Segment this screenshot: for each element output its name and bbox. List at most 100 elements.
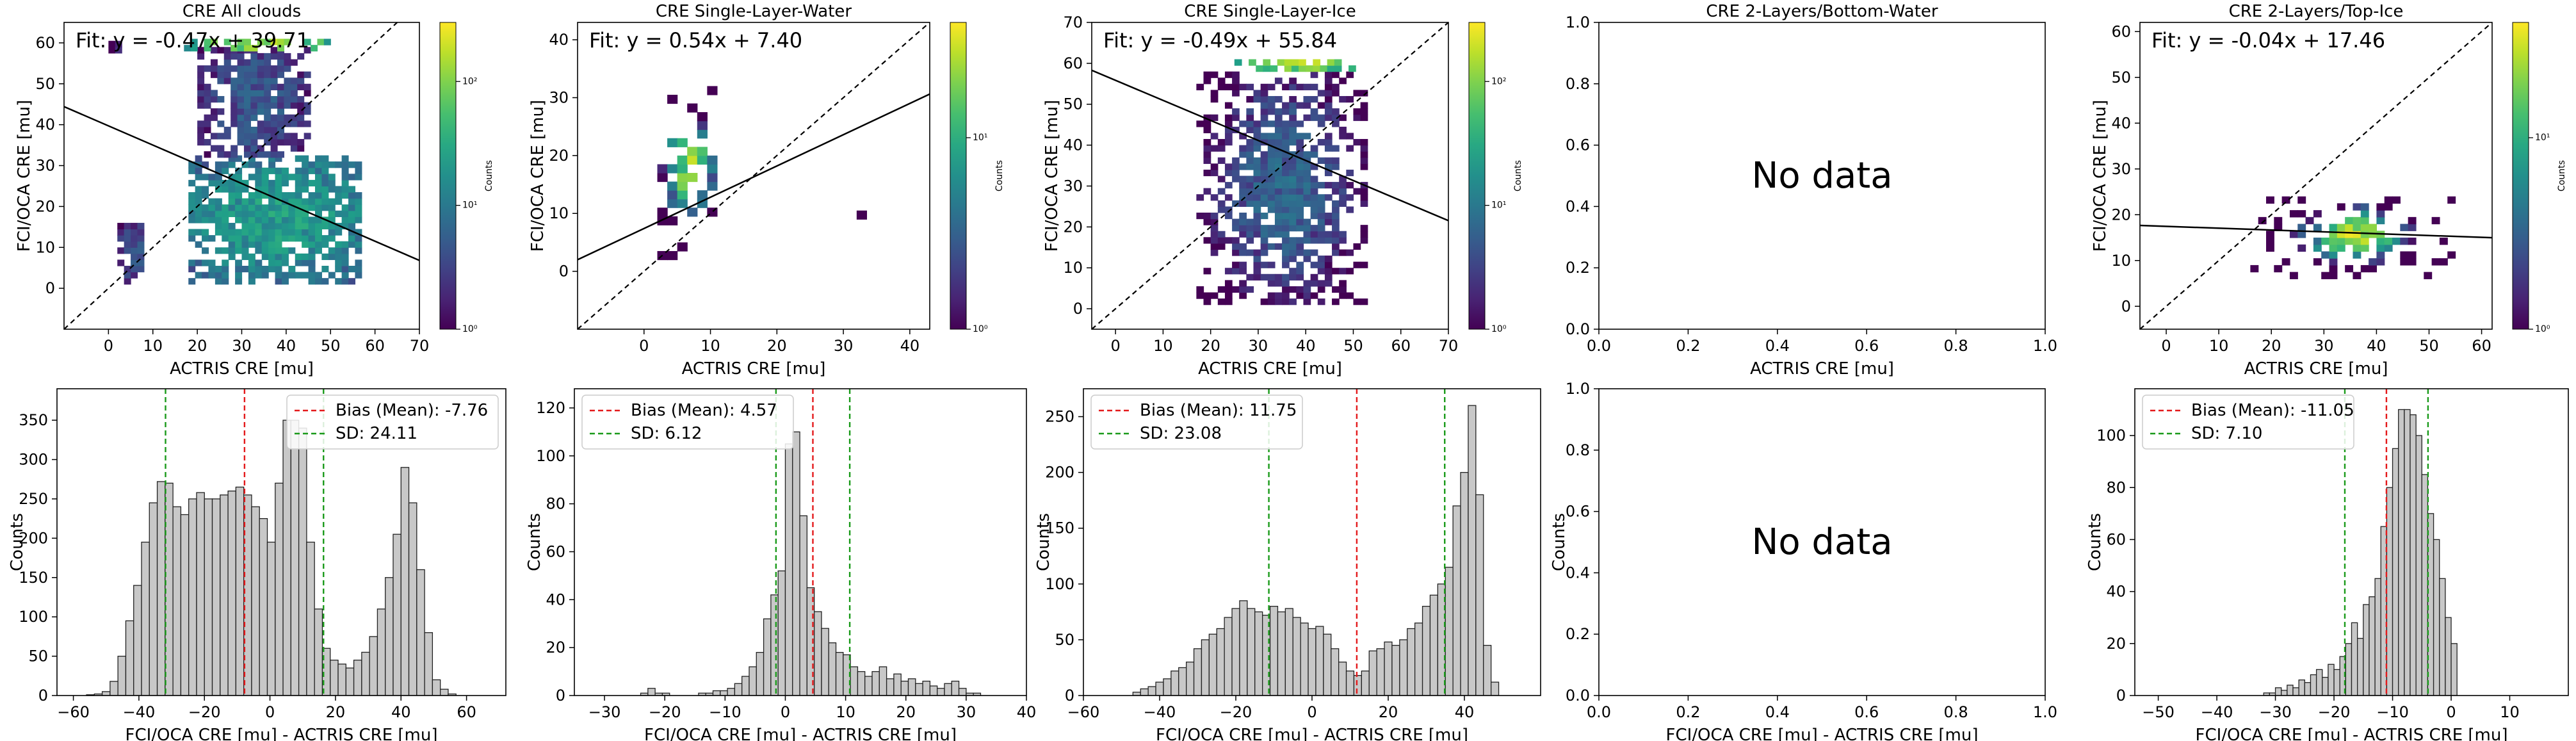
heatmap-cell	[190, 38, 198, 45]
heatmap-cell	[290, 139, 298, 146]
heatmap-cell	[197, 102, 205, 109]
heatmap-cell	[215, 266, 222, 273]
colorbar	[950, 22, 967, 330]
chart-title: CRE Single-Layer-Water	[656, 2, 852, 21]
x-tick-label: 40	[1017, 703, 1037, 721]
heatmap-cell	[281, 272, 289, 279]
heatmap-cell	[1239, 194, 1247, 201]
heatmap-cell	[1303, 256, 1311, 263]
heatmap-cell	[1324, 256, 1333, 263]
x-tick-label: −40	[123, 703, 156, 721]
heatmap-cell	[264, 95, 271, 103]
histogram-bar	[2356, 638, 2364, 696]
histogram-bar	[734, 683, 743, 696]
heatmap-cell	[2439, 238, 2448, 245]
heatmap-cell	[255, 272, 263, 279]
heatmap-cell	[1232, 268, 1240, 275]
heatmap-cell	[1339, 95, 1347, 103]
histogram-bar	[1140, 688, 1149, 696]
histogram-bar	[763, 618, 772, 696]
heatmap-cell	[1282, 273, 1290, 281]
heatmap-cell	[323, 38, 331, 45]
heatmap-cell	[277, 38, 285, 45]
y-tick-label: 0.0	[1566, 320, 1590, 338]
heatmap-cell	[355, 266, 362, 273]
heatmap-cell	[1260, 114, 1268, 121]
heatmap-cell	[281, 222, 289, 230]
heatmap-cell	[1260, 182, 1268, 189]
heatmap-cell	[1332, 83, 1340, 90]
histogram-bar	[727, 688, 736, 696]
histogram-bar	[2445, 617, 2452, 696]
heatmap-cell	[1260, 188, 1268, 195]
y-tick-label: 30	[549, 88, 569, 106]
heatmap-cell	[1282, 212, 1290, 220]
heatmap-cell	[131, 229, 138, 236]
heatmap-cell	[348, 229, 356, 236]
heatmap-cell	[255, 161, 263, 168]
heatmap-cell	[1327, 59, 1335, 66]
heatmap-cell	[355, 259, 362, 266]
heatmap-cell	[115, 47, 122, 54]
heatmap-cell	[667, 216, 678, 225]
heatmap-cell	[288, 235, 296, 242]
x-axis-label: FCI/OCA CRE [mu] - ACTRIS CRE [mu]	[2196, 726, 2508, 741]
plot-area	[64, 22, 419, 329]
heatmap-cell	[250, 83, 258, 90]
heatmap-cell	[314, 167, 322, 174]
heatmap-cell	[1253, 139, 1261, 146]
heatmap-cell	[1353, 114, 1361, 121]
heatmap-cell	[1360, 145, 1368, 152]
heatmap-cell	[268, 241, 276, 248]
heatmap-cell	[667, 94, 678, 104]
heatmap-cell	[314, 216, 322, 224]
heatmap-cell	[328, 198, 336, 205]
x-tick-label: 0.6	[1854, 337, 1879, 355]
histogram-bar	[2274, 687, 2282, 696]
heatmap-cell	[1282, 102, 1290, 109]
heatmap-cell	[137, 247, 145, 254]
heatmap-cell	[297, 139, 305, 146]
heatmap-cell	[2360, 203, 2369, 211]
heatmap-cell	[1260, 200, 1268, 207]
y-tick-label: 250	[1045, 408, 1074, 426]
y-tick-label: 1.0	[1566, 13, 1590, 31]
y-tick-label: 60	[546, 542, 565, 560]
heatmap-cell	[302, 253, 309, 261]
heatmap-cell	[1284, 65, 1292, 72]
heatmap-cell	[217, 151, 225, 158]
heatmap-cell	[1246, 175, 1254, 183]
heatmap-cell	[1224, 126, 1233, 134]
heatmap-cell	[277, 126, 285, 134]
heatmap-cell	[281, 259, 289, 266]
heatmap-cell	[707, 155, 718, 165]
heatmap-cell	[243, 59, 251, 66]
heatmap-cell	[1339, 114, 1347, 121]
y-tick-label: 20	[1063, 218, 1083, 236]
heatmap-cell	[687, 147, 698, 156]
heatmap-cell	[188, 266, 196, 273]
heatmap-cell	[348, 192, 356, 199]
heatmap-cell	[2345, 224, 2354, 231]
heatmap-cell	[208, 198, 216, 205]
heatmap-cell	[1296, 102, 1304, 109]
heatmap-cell	[197, 83, 205, 90]
heatmap-cell	[231, 108, 238, 115]
histogram-bar	[835, 651, 844, 696]
heatmap-cell	[2329, 251, 2338, 259]
heatmap-cell	[1310, 249, 1318, 256]
heatmap-cell	[195, 167, 202, 174]
heatmap-cell	[1339, 133, 1347, 140]
heatmap-cell	[295, 155, 302, 162]
heatmap-cell	[277, 45, 285, 52]
heatmap-cell	[281, 247, 289, 254]
heatmap-cell	[2329, 272, 2338, 279]
heatmap-cell	[341, 155, 349, 162]
heatmap-cell	[237, 53, 245, 60]
heatmap-cell	[215, 272, 222, 279]
heatmap-cell	[1267, 206, 1276, 213]
heatmap-cell	[1360, 231, 1368, 238]
histogram-bar	[951, 680, 960, 696]
heatmap-cell	[275, 247, 282, 254]
fit-line	[578, 93, 930, 261]
